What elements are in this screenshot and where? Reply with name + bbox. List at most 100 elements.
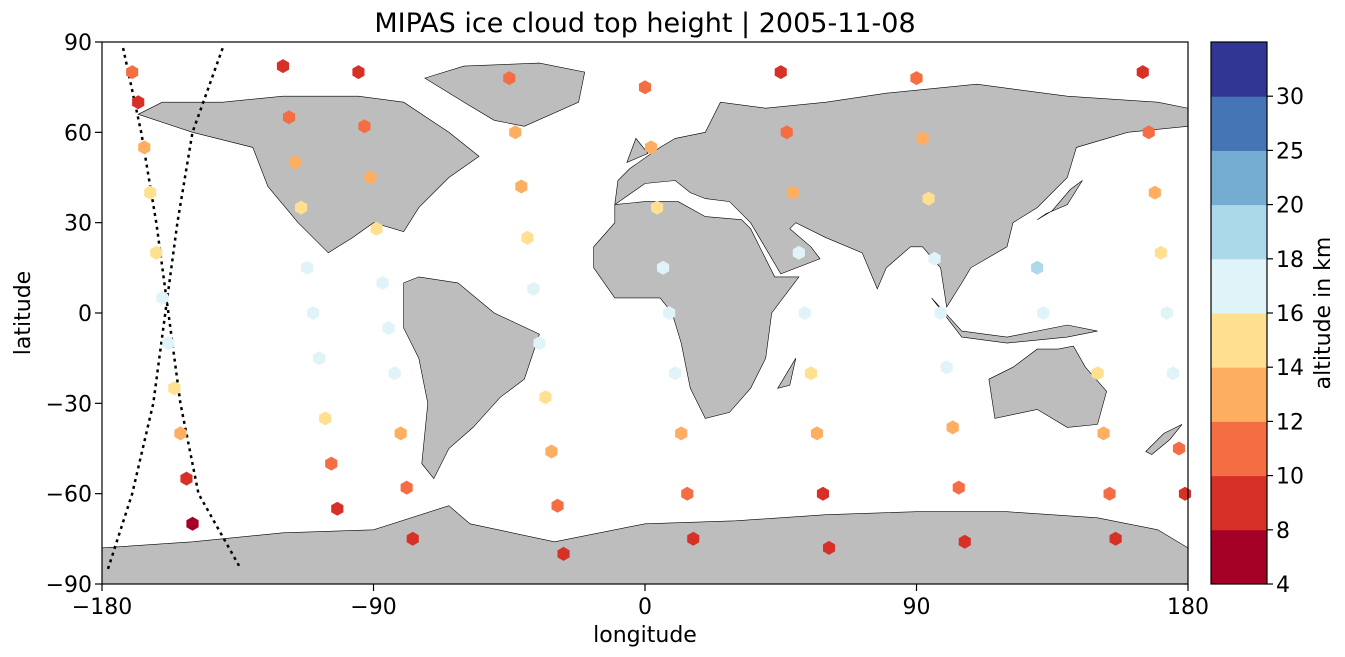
x-tick-label: −180 [72, 595, 132, 620]
cloud-point [816, 486, 829, 501]
cloud-point [687, 531, 700, 546]
y-tick-label: 60 [64, 121, 92, 146]
cloud-point [952, 480, 965, 495]
cloud-point [521, 230, 534, 245]
cloud-point [388, 366, 401, 381]
x-tick-label: 0 [638, 595, 652, 620]
cloud-point [289, 155, 302, 170]
cloud-point [295, 200, 308, 215]
colorbar-segment [1211, 421, 1267, 477]
colorbar-tick-label: 30 [1276, 85, 1304, 110]
cloud-point [798, 306, 811, 320]
cloud-point [916, 131, 929, 146]
cloud-point [527, 281, 540, 296]
cloud-point [503, 71, 516, 86]
y-tick-label: −30 [46, 392, 92, 417]
cloud-point [515, 179, 528, 194]
colorbar-segment [1211, 150, 1267, 206]
y-tick-label: −60 [46, 483, 92, 508]
colorbar-tick-label: 10 [1276, 465, 1304, 490]
colorbar-tick-label: 25 [1276, 139, 1304, 164]
cloud-point [276, 59, 290, 74]
cloud-point [1109, 531, 1122, 546]
cloud-point [138, 140, 151, 155]
cloud-point [928, 251, 941, 266]
cloud-point [651, 200, 664, 215]
cloud-point [545, 444, 558, 459]
colorbar-segment [1211, 313, 1267, 368]
cloud-point [823, 540, 836, 555]
cloud-point [663, 306, 676, 320]
cloud-point [681, 486, 694, 501]
colorbar-tick-label: 18 [1276, 248, 1304, 273]
land-polygon [137, 95, 480, 254]
cloud-point [394, 426, 407, 441]
land-masses [101, 62, 1189, 585]
cloud-point [162, 336, 175, 351]
cloud-point [786, 185, 799, 200]
cloud-point [331, 501, 344, 516]
land-polygon [931, 297, 1098, 344]
cloud-point [810, 426, 823, 441]
cloud-point [657, 260, 670, 275]
x-tick-label: 90 [903, 595, 931, 620]
y-tick-label: 90 [64, 31, 92, 56]
cloud-point [144, 185, 157, 200]
cloud-point [1103, 486, 1116, 501]
colorbar-tick-label: 16 [1276, 302, 1304, 327]
land-polygon [593, 201, 800, 419]
cloud-point [1160, 306, 1173, 320]
cloud-point [1136, 65, 1149, 80]
colorbar: 4 8 10 12 14 16 18 20 25 30 [1210, 41, 1304, 598]
cloud-point [1097, 426, 1110, 441]
cloud-point [307, 306, 320, 320]
cloud-point [325, 456, 338, 471]
cloud-point [792, 245, 805, 260]
cloud-point [940, 360, 953, 375]
cloud-point [400, 480, 413, 495]
cloud-points [126, 59, 1191, 561]
cloud-point [1091, 366, 1104, 381]
cloud-point [780, 125, 793, 140]
cloud-point [645, 140, 658, 155]
plot-area [101, 41, 1191, 585]
x-axis-label: longitude [593, 623, 697, 648]
cloud-point [283, 110, 296, 125]
colorbar-segment [1211, 529, 1267, 585]
y-axis: −90 −60 −30 0 30 60 90 [46, 31, 102, 598]
chart-title: MIPAS ice cloud top height | 2005-11-08 [374, 8, 915, 39]
colorbar-segment [1211, 204, 1267, 260]
cloud-point [804, 366, 817, 381]
cloud-point [150, 245, 163, 260]
cloud-point [958, 534, 971, 549]
y-tick-label: 30 [64, 212, 92, 237]
cloud-point [168, 381, 181, 396]
colorbar-label: altitude in km [1311, 237, 1336, 390]
cloud-point [669, 366, 682, 381]
land-polygon [777, 358, 797, 389]
land-polygon [614, 83, 1189, 308]
y-tick-label: 0 [78, 302, 92, 327]
cloud-point [406, 531, 419, 546]
colorbar-tick-label: 4 [1276, 573, 1290, 598]
cloud-point [934, 306, 947, 320]
colorbar-tick-label: 14 [1276, 356, 1304, 381]
orbit-track [121, 47, 242, 570]
x-tick-label: 180 [1167, 595, 1209, 620]
cloud-point [1172, 441, 1185, 456]
cloud-point [533, 336, 546, 351]
land-polygon [424, 62, 586, 127]
cloud-point [1166, 366, 1179, 381]
colorbar-segment [1211, 96, 1267, 151]
land-polygon [403, 276, 540, 480]
colorbar-tick-label: 8 [1276, 519, 1290, 544]
cloud-point [509, 125, 522, 140]
cloud-point [922, 191, 935, 206]
colorbar-segment [1211, 475, 1267, 531]
cloud-point [180, 471, 193, 486]
cloud-point [156, 290, 169, 305]
cloud-point [557, 546, 570, 561]
cloud-point [946, 420, 959, 435]
cloud-point [1148, 185, 1161, 200]
